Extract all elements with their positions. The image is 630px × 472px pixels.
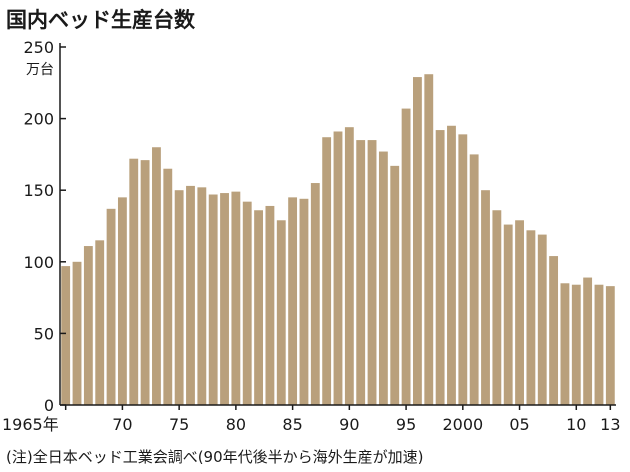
bar-1995 xyxy=(401,108,411,405)
x-tick-label: 05 xyxy=(509,415,529,434)
bar-1970 xyxy=(117,197,127,405)
x-tick-label: 70 xyxy=(112,415,132,434)
bar-2011 xyxy=(583,277,593,405)
bar-1987 xyxy=(310,183,320,405)
x-tick-label: 80 xyxy=(226,415,246,434)
bar-1969 xyxy=(106,208,116,405)
bar-1981 xyxy=(242,201,252,405)
bar-1992 xyxy=(367,140,377,405)
bar-1990 xyxy=(344,127,354,405)
x-axis: 1965年 70 75 80 85 90 95 2000 05 10 13 xyxy=(2,404,621,434)
y-tick-label: 150 xyxy=(23,181,54,200)
bar-1985 xyxy=(288,197,298,405)
bar-1976 xyxy=(186,185,195,405)
bar-1999 xyxy=(447,125,456,405)
source-note: (注)全日本ベッド工業会調べ(90年代後半から海外生産が加速) xyxy=(6,448,424,466)
bar-1979 xyxy=(220,193,229,405)
x-tick-label: 2000 xyxy=(442,415,483,434)
bar-2005 xyxy=(515,220,524,405)
bar-1993 xyxy=(378,151,388,405)
bar-1978 xyxy=(208,194,218,405)
bar-1986 xyxy=(299,198,309,405)
bar-1965 xyxy=(61,266,71,405)
bar-2001 xyxy=(469,154,479,405)
x-tick-label: 10 xyxy=(566,415,586,434)
x-tick-label: 1965年 xyxy=(2,415,59,434)
bar-1973 xyxy=(152,147,161,406)
bar-2004 xyxy=(503,224,513,405)
y-tick-label: 100 xyxy=(23,253,54,272)
bar-2012 xyxy=(594,284,604,405)
bar-1975 xyxy=(174,190,184,405)
bar-1989 xyxy=(333,131,343,406)
y-tick-label: 0 xyxy=(44,396,54,415)
bars-group xyxy=(61,74,615,406)
bar-1966 xyxy=(72,261,82,405)
bar-2002 xyxy=(481,190,490,405)
bar-1991 xyxy=(356,140,366,405)
bar-2010 xyxy=(571,284,581,405)
chart-title: 国内ベッド生産台数 xyxy=(6,8,195,32)
y-tick-label: 200 xyxy=(23,110,54,129)
bar-2000 xyxy=(458,134,468,405)
bar-1994 xyxy=(390,165,400,405)
x-tick-label: 75 xyxy=(169,415,189,434)
bar-1988 xyxy=(322,137,332,405)
bar-2013 xyxy=(605,286,615,405)
bar-2008 xyxy=(549,256,559,405)
bar-1998 xyxy=(435,130,445,405)
y-axis: 0 50 100 150 200 250 万台 xyxy=(23,38,66,415)
bar-1977 xyxy=(197,187,207,405)
x-tick-label: 13 xyxy=(600,415,620,434)
bar-2003 xyxy=(492,210,502,405)
bar-1996 xyxy=(413,77,422,405)
bar-1971 xyxy=(129,158,139,405)
bar-1968 xyxy=(95,240,105,405)
y-tick-label: 250 xyxy=(23,38,54,57)
bar-1984 xyxy=(276,220,286,405)
x-tick-label: 85 xyxy=(282,415,302,434)
bar-1997 xyxy=(424,74,434,406)
x-tick-label: 95 xyxy=(396,415,416,434)
x-tick-label: 90 xyxy=(339,415,359,434)
y-unit-label: 万台 xyxy=(26,62,54,78)
bar-1972 xyxy=(140,160,150,405)
bar-1974 xyxy=(163,168,173,405)
bar-1983 xyxy=(265,205,275,405)
bar-1980 xyxy=(231,191,241,405)
bar-1982 xyxy=(254,210,263,405)
bar-1967 xyxy=(83,246,93,405)
bar-2007 xyxy=(537,234,547,405)
y-tick-label: 50 xyxy=(34,324,54,343)
bar-2009 xyxy=(560,283,570,405)
bar-2006 xyxy=(526,230,536,405)
